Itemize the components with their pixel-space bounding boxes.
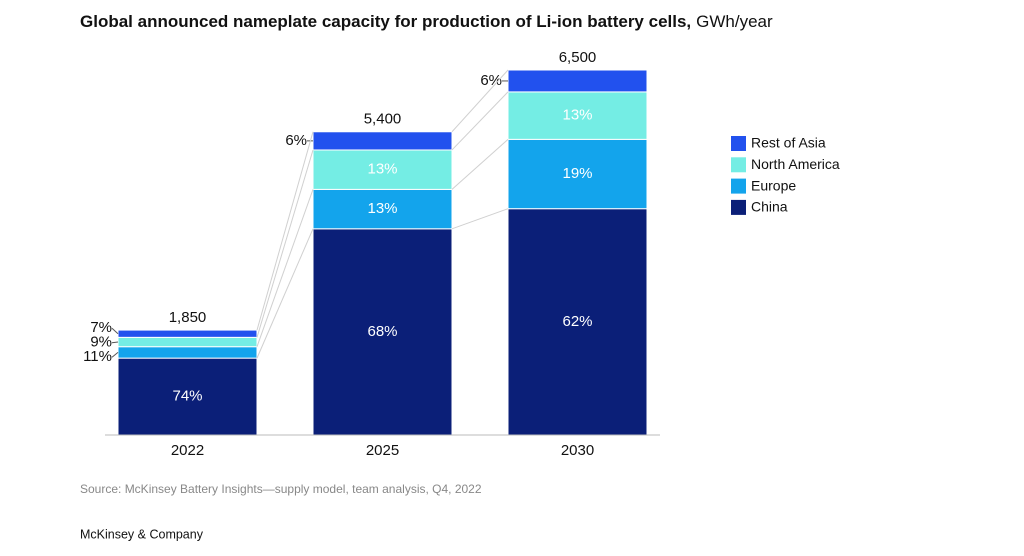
bar-segment (117, 346, 258, 359)
total-label: 5,400 (364, 111, 402, 128)
source: Source: McKinsey Battery Insights—supply… (80, 482, 482, 496)
bar-segment (117, 336, 258, 348)
value-label: 6% (480, 72, 502, 89)
bar-segment (117, 329, 258, 338)
connector (256, 131, 314, 331)
connector (451, 91, 509, 151)
legend-swatch (731, 136, 746, 151)
legend-label: North America (751, 156, 840, 172)
connector (451, 69, 509, 133)
x-tick-label: 2030 (561, 442, 594, 459)
chart-title: Global announced nameplate capacity for … (80, 12, 691, 31)
legend-label: Rest of Asia (751, 135, 826, 151)
bar-segment (117, 357, 258, 436)
value-label: 13% (367, 200, 397, 217)
legend-swatch (731, 178, 746, 194)
chart-unit: GWh/year (696, 12, 773, 31)
value-label: 11% (83, 348, 112, 365)
connector (256, 149, 314, 338)
x-tick-label: 2025 (366, 442, 399, 459)
value-label: 6% (285, 132, 307, 149)
value-label: 19% (562, 165, 592, 182)
total-label: 6,500 (559, 49, 597, 66)
connector (451, 138, 509, 190)
legend-label: China (751, 199, 788, 215)
label-leader (111, 352, 119, 358)
x-tick-label: 2022 (171, 442, 204, 459)
legend-swatch (731, 157, 746, 173)
bar-segment (507, 91, 648, 140)
value-label: 7% (90, 319, 112, 336)
legend-label: Europe (751, 177, 796, 193)
total-label: 1,850 (169, 309, 207, 326)
value-label: 68% (367, 323, 397, 340)
legend-swatch (731, 199, 746, 215)
value-label: 74% (172, 388, 202, 405)
label-leader (111, 341, 119, 344)
connector (451, 208, 509, 230)
connector (256, 189, 314, 347)
bar-segment (507, 208, 648, 436)
connector (256, 228, 314, 359)
value-label: 9% (90, 334, 112, 351)
chart-title-line: Global announced nameplate capacity for … (80, 12, 773, 31)
bar-segment (312, 131, 453, 151)
label-leader (111, 327, 119, 335)
bar-segment (312, 149, 453, 190)
bar-segment (507, 69, 648, 93)
bar-segment (312, 228, 453, 436)
value-label: 62% (562, 313, 592, 330)
value-label: 13% (367, 161, 397, 178)
value-label: 13% (562, 107, 592, 124)
bar-segment (507, 138, 648, 210)
footer: McKinsey & Company (80, 527, 204, 541)
